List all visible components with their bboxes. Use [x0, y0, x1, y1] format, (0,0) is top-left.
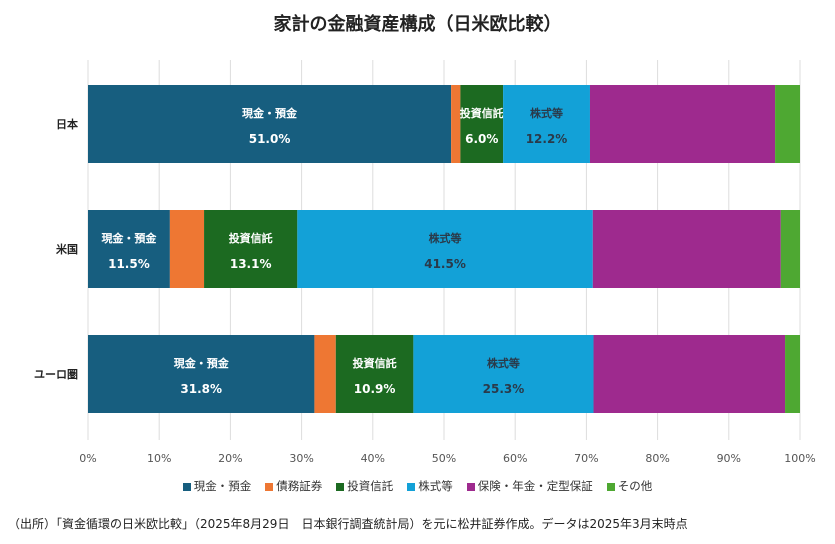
legend-item: 株式等 — [407, 478, 453, 494]
data-label: 13.1% — [230, 257, 272, 271]
legend-swatch — [466, 482, 475, 491]
legend-item: 現金・預金 — [182, 478, 252, 494]
bar-segment — [314, 335, 336, 413]
legend-label: 保険・年金・定型保証 — [477, 479, 593, 493]
legend-label: 投資信託 — [347, 479, 394, 493]
data-label: 11.5% — [108, 257, 150, 271]
segment-name-label: 現金・預金 — [174, 356, 230, 370]
legend-item: 保険・年金・定型保証 — [466, 478, 593, 494]
segment-name-label: 現金・預金 — [242, 106, 298, 120]
y-category-label: 米国 — [55, 242, 78, 256]
bar-segment — [88, 210, 170, 288]
bar-segment — [204, 210, 298, 288]
legend-label: 債務証券 — [276, 479, 323, 493]
legend-label: その他 — [617, 479, 653, 493]
segment-name-label: 株式等 — [530, 106, 563, 120]
segment-name-label: 投資信託 — [229, 231, 273, 245]
legend-swatch — [407, 482, 416, 491]
x-tick-label: 100% — [784, 452, 815, 465]
segment-name-label: 株式等 — [487, 356, 520, 370]
legend-swatch — [336, 482, 345, 491]
data-label: 12.2% — [526, 132, 568, 146]
data-label: 6.0% — [465, 132, 498, 146]
data-label: 25.3% — [483, 382, 525, 396]
x-tick-label: 30% — [289, 452, 313, 465]
bar-segment — [589, 85, 776, 163]
x-tick-label: 0% — [79, 452, 96, 465]
x-tick-label: 90% — [717, 452, 741, 465]
y-category-label: 日本 — [56, 117, 78, 131]
legend-item: その他 — [606, 478, 653, 494]
chart-title: 家計の金融資産構成（日米欧比較） — [273, 14, 562, 35]
data-label: 10.9% — [354, 382, 396, 396]
bar-segment — [593, 335, 786, 413]
bar-segment — [785, 335, 800, 413]
bar-segment — [780, 210, 800, 288]
legend-item: 債務証券 — [265, 478, 322, 494]
bar-segment — [297, 210, 593, 288]
x-tick-label: 70% — [574, 452, 598, 465]
segment-name-label: 投資信託 — [353, 356, 397, 370]
data-label: 41.5% — [424, 257, 466, 271]
x-tick-label: 80% — [645, 452, 669, 465]
legend-item: 投資信託 — [336, 478, 393, 494]
bar-segment — [451, 85, 461, 163]
bar-segment — [775, 85, 800, 163]
bar-segment — [460, 85, 504, 163]
data-label: 51.0% — [249, 132, 291, 146]
segment-name-label: 株式等 — [429, 231, 462, 245]
bar-segment — [592, 210, 781, 288]
legend-swatch — [606, 482, 615, 491]
bar-segment — [335, 335, 414, 413]
legend-label: 株式等 — [418, 479, 453, 493]
bar-segment — [88, 85, 452, 163]
y-category-label: ユーロ圏 — [34, 368, 78, 381]
stacked-bar-chart: 0% 10% 20% 30% 40% 50% 60% 70% 80% 90% 100%日本現金・預金… — [34, 60, 816, 465]
bar-segment — [503, 85, 590, 163]
bar-segment — [413, 335, 594, 413]
legend: 現金・預金 債務証券 投資信託 株式等 保険・年金・定型保証 その他 — [0, 478, 835, 494]
x-tick-label: 60% — [503, 452, 527, 465]
data-label: 31.8% — [180, 382, 222, 396]
x-tick-label: 40% — [361, 452, 385, 465]
legend-swatch — [265, 482, 274, 491]
x-tick-label: 50% — [432, 452, 456, 465]
legend-label: 現金・預金 — [193, 479, 252, 493]
bar-segment — [88, 335, 315, 413]
x-tick-label: 20% — [218, 452, 242, 465]
legend-swatch — [182, 482, 191, 491]
x-tick-label: 10% — [147, 452, 171, 465]
segment-name-label: 投資信託 — [460, 106, 504, 120]
source-note: （出所）「資金循環の日米欧比較」（2025年8月29日 日本銀行調査統計局）を元… — [8, 517, 688, 531]
bar-segment — [169, 210, 205, 288]
segment-name-label: 現金・預金 — [101, 231, 157, 245]
